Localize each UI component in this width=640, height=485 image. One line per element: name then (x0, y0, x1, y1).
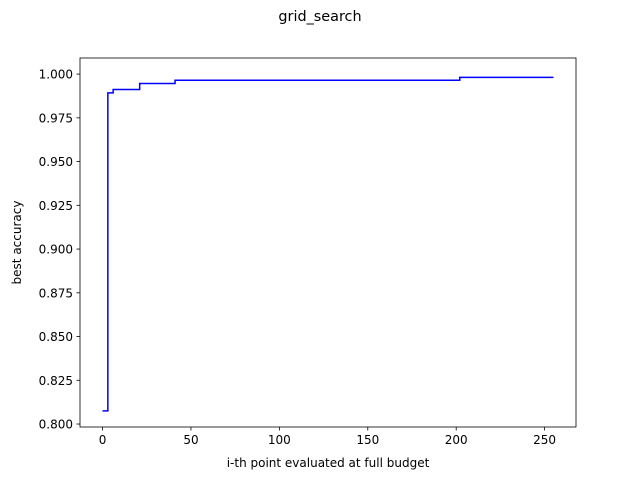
y-tick-label: 0.950 (39, 155, 73, 169)
axes-frame (79, 57, 577, 428)
y-tick-label: 0.900 (39, 243, 73, 257)
y-tick-label: 0.875 (39, 286, 73, 300)
y-tick-label: 0.925 (39, 199, 73, 213)
x-tick-label: 0 (99, 433, 107, 447)
plot-area (102, 76, 554, 412)
x-tick-label: 250 (533, 433, 556, 447)
x-tick-label: 100 (268, 433, 291, 447)
x-tick-label: 50 (183, 433, 198, 447)
x-tick-label: 200 (445, 433, 468, 447)
chart-title: grid_search (278, 9, 361, 25)
x-axis-label: i-th point evaluated at full budget (227, 456, 430, 470)
x-tick-label: 150 (356, 433, 379, 447)
y-axis-ticks: 0.800 0.825 0.850 0.875 0.900 0.925 0.950 0.975… (39, 68, 80, 432)
series-line (102, 76, 554, 412)
y-tick-label: 0.975 (39, 111, 73, 125)
y-tick-label: 0.800 (39, 418, 73, 432)
y-axis-label: best accuracy (10, 201, 24, 285)
x-axis-ticks: 0 50 100 150 200 250 (99, 427, 556, 447)
y-tick-label: 1.000 (39, 68, 73, 82)
y-tick-label: 0.825 (39, 374, 73, 388)
y-tick-label: 0.850 (39, 330, 73, 344)
